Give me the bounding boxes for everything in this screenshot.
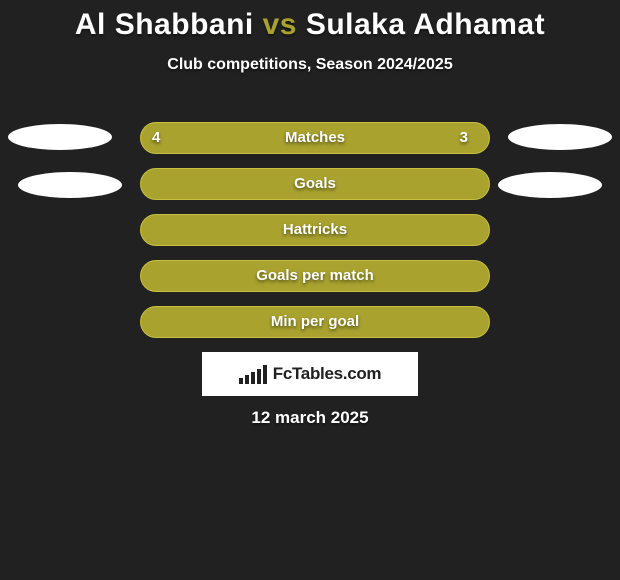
stat-label: Hattricks <box>140 214 490 246</box>
title-left: Al Shabbani <box>75 8 254 41</box>
side-ellipse-right <box>498 172 602 198</box>
stat-label: Goals <box>140 168 490 200</box>
stat-row: Matches4 3 <box>0 122 620 168</box>
stat-label: Matches <box>140 122 490 154</box>
logo-bar <box>239 378 243 384</box>
logo-bar <box>251 372 255 384</box>
title-vs: vs <box>263 8 297 41</box>
logo-bar <box>257 369 261 384</box>
side-ellipse-right <box>508 124 612 150</box>
stats-container: Matches4 3 Goals Hattricks Goals per match Mi… <box>0 122 620 352</box>
subtitle: Club competitions, Season 2024/2025 <box>0 56 620 74</box>
stat-label: Goals per match <box>140 260 490 292</box>
stat-row: Goals <box>0 168 620 214</box>
page-title: Al Shabbani vs Sulaka Adhamat <box>0 0 620 42</box>
logo-text: FcTables.com <box>273 364 382 384</box>
logo-box: FcTables.com <box>202 352 418 396</box>
stat-value-left: 4 <box>152 122 160 154</box>
stat-row: Goals per match <box>0 260 620 306</box>
stat-row: Hattricks <box>0 214 620 260</box>
date-label: 12 march 2025 <box>0 408 620 428</box>
side-ellipse-left <box>18 172 122 198</box>
side-ellipse-left <box>8 124 112 150</box>
stat-value-right: 3 <box>460 122 468 154</box>
stat-row: Min per goal <box>0 306 620 352</box>
stat-label: Min per goal <box>140 306 490 338</box>
logo-bars-icon <box>239 365 267 384</box>
title-right: Sulaka Adhamat <box>306 8 545 41</box>
logo-bar <box>245 375 249 384</box>
logo-bar <box>263 365 267 384</box>
